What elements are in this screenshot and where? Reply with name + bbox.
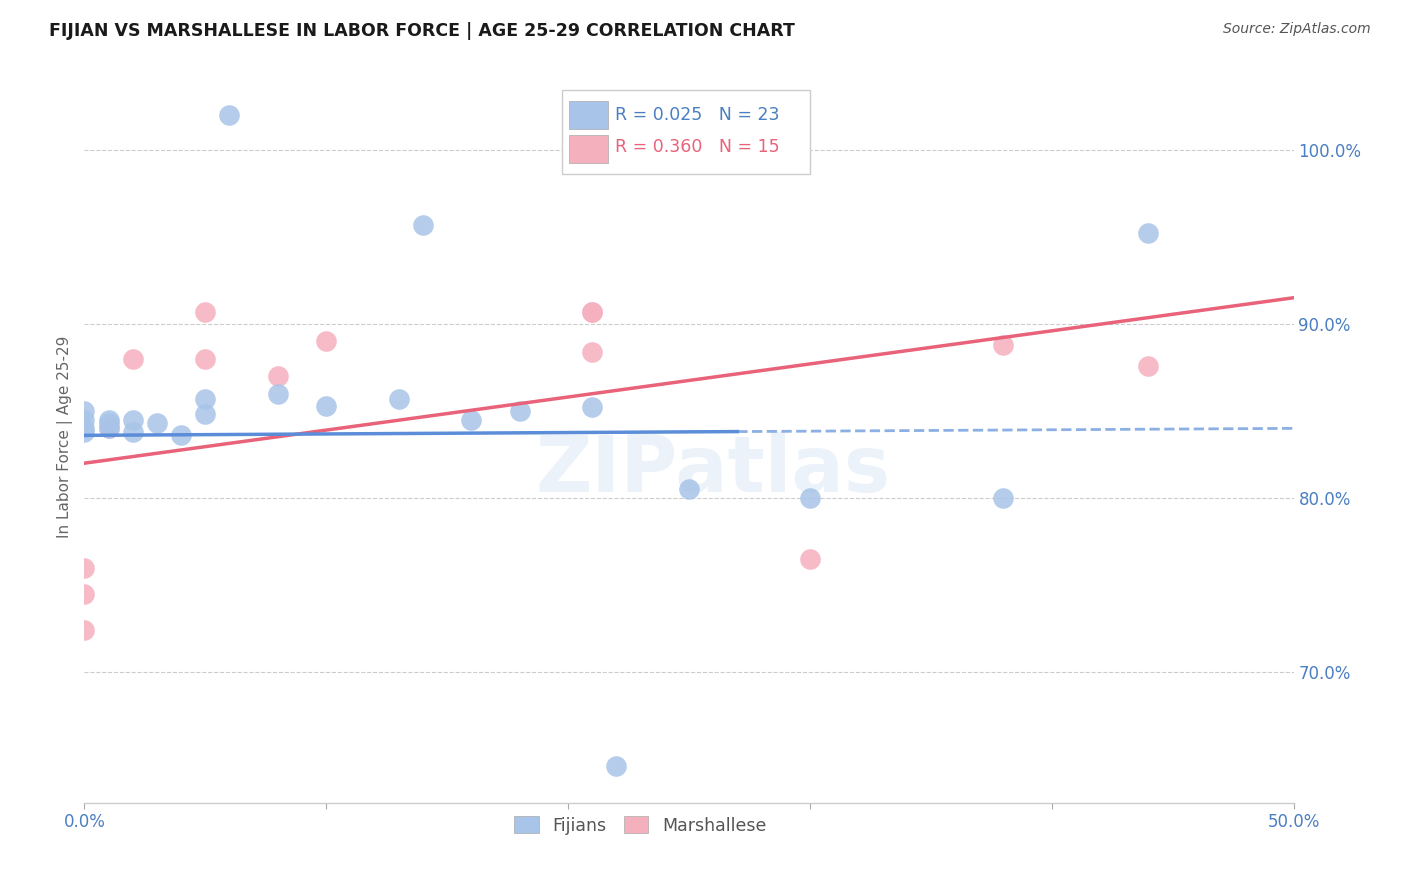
- FancyBboxPatch shape: [569, 102, 607, 129]
- Point: [460, 412, 482, 426]
- FancyBboxPatch shape: [569, 135, 607, 163]
- Point: [146, 416, 169, 430]
- Point: [73, 425, 96, 439]
- Point: [581, 344, 603, 359]
- Point: [194, 304, 217, 318]
- Point: [267, 386, 290, 401]
- Point: [581, 304, 603, 318]
- Point: [73, 421, 96, 435]
- Point: [267, 369, 290, 384]
- Point: [121, 412, 143, 426]
- Point: [509, 404, 531, 418]
- FancyBboxPatch shape: [562, 90, 810, 174]
- Text: FIJIAN VS MARSHALLESE IN LABOR FORCE | AGE 25-29 CORRELATION CHART: FIJIAN VS MARSHALLESE IN LABOR FORCE | A…: [49, 22, 794, 40]
- Point: [388, 392, 411, 406]
- Point: [993, 491, 1015, 505]
- Point: [581, 401, 603, 415]
- Point: [194, 351, 217, 366]
- Point: [194, 408, 217, 422]
- Point: [412, 218, 434, 232]
- Point: [678, 483, 700, 497]
- Point: [121, 425, 143, 439]
- Legend: Fijians, Marshallese: Fijians, Marshallese: [508, 810, 773, 842]
- Point: [605, 759, 627, 773]
- Y-axis label: In Labor Force | Age 25-29: In Labor Force | Age 25-29: [58, 336, 73, 538]
- Point: [73, 624, 96, 638]
- Point: [97, 416, 120, 430]
- Point: [315, 399, 337, 413]
- Point: [121, 351, 143, 366]
- Point: [170, 428, 193, 442]
- Point: [1137, 359, 1160, 373]
- Point: [315, 334, 337, 349]
- Point: [799, 552, 821, 566]
- Point: [993, 338, 1015, 352]
- Point: [73, 412, 96, 426]
- Text: ZIPatlas: ZIPatlas: [536, 432, 890, 508]
- Text: Source: ZipAtlas.com: Source: ZipAtlas.com: [1223, 22, 1371, 37]
- Point: [97, 412, 120, 426]
- Point: [1137, 227, 1160, 241]
- Point: [581, 304, 603, 318]
- Point: [97, 421, 120, 435]
- Point: [73, 404, 96, 418]
- Point: [218, 108, 240, 122]
- Point: [194, 392, 217, 406]
- Text: R = 0.360   N = 15: R = 0.360 N = 15: [616, 138, 780, 156]
- Point: [97, 421, 120, 435]
- Text: R = 0.025   N = 23: R = 0.025 N = 23: [616, 105, 780, 123]
- Point: [73, 560, 96, 574]
- Point: [73, 587, 96, 601]
- Point: [799, 491, 821, 505]
